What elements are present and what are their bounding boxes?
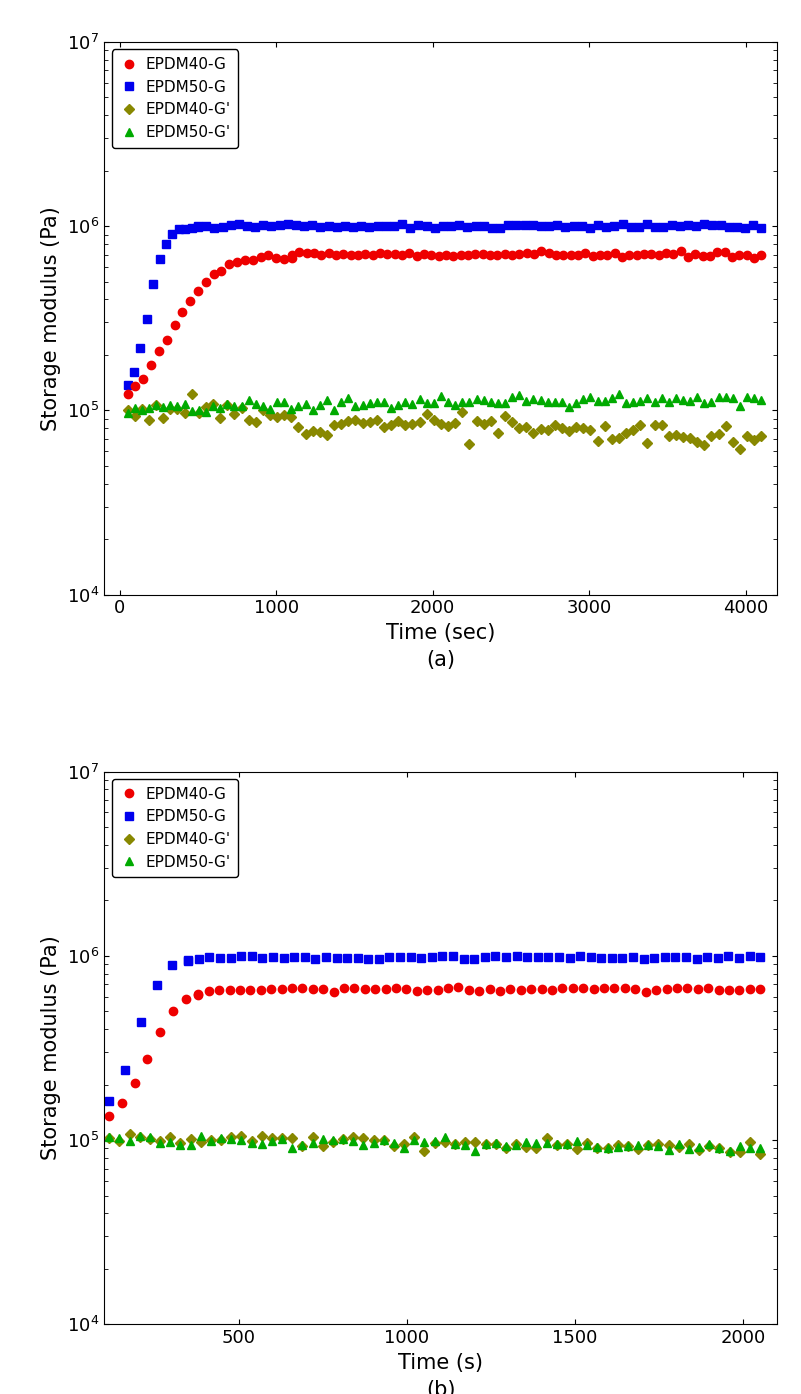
- EPDM40-G: [390, 245, 400, 262]
- EPDM50-G': [389, 1135, 399, 1151]
- EPDM40-G': [657, 417, 666, 434]
- EPDM50-G': [123, 404, 132, 421]
- EPDM40-G: [433, 981, 442, 998]
- EPDM40-G': [735, 441, 745, 457]
- Line: EPDM40-G: EPDM40-G: [123, 247, 766, 397]
- EPDM40-G': [322, 427, 332, 443]
- EPDM50-G': [564, 399, 574, 415]
- EPDM40-G': [450, 1136, 460, 1153]
- Line: EPDM50-G: EPDM50-G: [105, 952, 764, 1105]
- Y-axis label: Storage modulus (Pa): Storage modulus (Pa): [42, 206, 62, 431]
- EPDM40-G': [389, 1138, 399, 1154]
- EPDM40-G: [412, 983, 421, 999]
- EPDM40-G: [441, 247, 451, 263]
- EPDM40-G': [123, 401, 132, 418]
- EPDM50-G: [501, 949, 511, 966]
- EPDM40-G': [267, 1129, 276, 1146]
- EPDM50-G: [247, 948, 256, 965]
- EPDM40-G': [215, 410, 225, 427]
- EPDM40-G: [453, 979, 463, 995]
- Y-axis label: Storage modulus (Pa): Storage modulus (Pa): [42, 935, 62, 1160]
- EPDM50-G: [459, 951, 469, 967]
- EPDM50-G': [308, 1135, 317, 1151]
- EPDM50-G: [575, 948, 585, 965]
- EPDM50-G: [123, 376, 132, 393]
- EPDM40-G: [272, 250, 281, 266]
- EPDM40-G': [125, 1125, 135, 1142]
- EPDM50-G': [208, 397, 218, 414]
- EPDM50-G': [756, 392, 766, 408]
- EPDM50-G': [671, 389, 681, 406]
- X-axis label: Time (sec): Time (sec): [386, 623, 495, 643]
- EPDM50-G': [684, 1140, 694, 1157]
- EPDM50-G: [342, 949, 352, 966]
- Line: EPDM40-G': EPDM40-G': [124, 390, 765, 453]
- EPDM50-G': [315, 397, 324, 414]
- EPDM40-G: [288, 979, 297, 995]
- EPDM40-G': [743, 428, 752, 445]
- EPDM40-G: [745, 980, 755, 997]
- Legend: EPDM40-G, EPDM50-G, EPDM40-G', EPDM50-G': EPDM40-G, EPDM50-G, EPDM40-G', EPDM50-G': [112, 779, 238, 877]
- EPDM50-G': [657, 390, 666, 407]
- Line: EPDM50-G': EPDM50-G': [105, 1132, 764, 1156]
- EPDM50-G: [275, 217, 284, 234]
- EPDM50-G': [614, 385, 624, 401]
- EPDM40-G': [187, 386, 196, 403]
- EPDM40-G: [309, 244, 319, 261]
- EPDM40-G': [735, 1143, 745, 1160]
- Text: (b): (b): [426, 1380, 455, 1394]
- EPDM50-G: [634, 219, 644, 236]
- Legend: EPDM40-G, EPDM50-G, EPDM40-G', EPDM50-G': EPDM40-G, EPDM50-G, EPDM40-G', EPDM50-G': [112, 49, 238, 148]
- Line: EPDM50-G': EPDM50-G': [123, 389, 766, 417]
- EPDM40-G': [674, 1139, 683, 1156]
- EPDM40-G: [756, 247, 766, 263]
- X-axis label: Time (s): Time (s): [398, 1352, 483, 1373]
- EPDM40-G: [755, 980, 765, 997]
- EPDM50-G': [470, 1143, 480, 1160]
- EPDM40-G: [639, 245, 649, 262]
- EPDM40-G: [104, 1107, 114, 1124]
- EPDM50-G': [735, 397, 745, 414]
- EPDM50-G': [735, 1138, 745, 1154]
- EPDM50-G: [756, 220, 766, 237]
- EPDM50-G: [104, 1093, 114, 1110]
- Text: (a): (a): [426, 650, 455, 671]
- EPDM40-G': [308, 1128, 317, 1144]
- EPDM50-G: [251, 219, 260, 236]
- EPDM50-G: [755, 949, 765, 966]
- EPDM50-G': [135, 1128, 144, 1144]
- Line: EPDM50-G: EPDM50-G: [123, 219, 766, 389]
- EPDM50-G': [267, 1132, 276, 1149]
- EPDM40-G: [568, 980, 578, 997]
- EPDM40-G: [123, 385, 132, 401]
- EPDM40-G: [308, 980, 317, 997]
- Line: EPDM40-G': EPDM40-G': [106, 1131, 763, 1157]
- EPDM40-G: [232, 254, 242, 270]
- EPDM40-G': [671, 427, 681, 443]
- EPDM40-G': [756, 427, 766, 443]
- EPDM40-G': [571, 420, 581, 436]
- EPDM50-G: [681, 948, 690, 965]
- EPDM40-G': [104, 1129, 114, 1146]
- EPDM50-G': [104, 1129, 114, 1146]
- EPDM40-G': [755, 1144, 765, 1161]
- Line: EPDM40-G: EPDM40-G: [105, 983, 764, 1119]
- EPDM50-G': [450, 1136, 460, 1153]
- EPDM50-G: [283, 216, 292, 233]
- EPDM50-G: [610, 217, 619, 234]
- EPDM40-G: [676, 243, 686, 259]
- EPDM50-G: [268, 948, 278, 965]
- EPDM50-G': [755, 1140, 765, 1157]
- EPDM50-G: [618, 215, 627, 231]
- EPDM50-G: [405, 220, 415, 237]
